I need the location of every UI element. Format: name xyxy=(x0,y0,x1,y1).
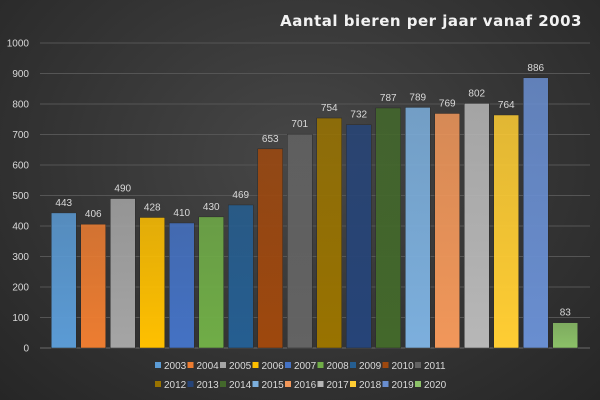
bar-2016 xyxy=(434,113,460,349)
legend-label: 2006 xyxy=(262,361,285,372)
legend-swatch-2011 xyxy=(415,362,421,368)
legend-label: 2019 xyxy=(392,380,415,391)
bar-2012 xyxy=(316,117,342,349)
legend-swatch-2015 xyxy=(252,381,259,387)
chart-title: Aantal bieren per jaar vanaf 2003 xyxy=(280,12,582,30)
legend-swatch-2019 xyxy=(382,381,389,387)
y-tick-label: 600 xyxy=(12,161,29,172)
legend: 2003 2004 2005 2006 2007 2008 2009 2010 2011 2012… xyxy=(155,361,447,391)
data-label: 701 xyxy=(291,119,308,130)
legend-label: 2012 xyxy=(164,380,187,391)
data-label: 653 xyxy=(262,134,279,145)
data-label: 410 xyxy=(173,208,190,219)
y-tick-label: 1000 xyxy=(7,39,30,50)
legend-swatch-2004 xyxy=(187,362,194,368)
bar-2010 xyxy=(257,148,283,349)
bar-2003 xyxy=(51,212,77,349)
legend-label: 2020 xyxy=(424,380,447,391)
bar-2006 xyxy=(139,217,165,349)
bar-2007 xyxy=(169,222,195,349)
data-label: 443 xyxy=(55,198,72,209)
legend-swatch-2006 xyxy=(252,362,259,368)
y-axis: 0 100 200 300 400 500 600 700 800 900 1000 xyxy=(7,39,30,355)
data-label: 490 xyxy=(114,184,131,195)
y-tick-label: 300 xyxy=(12,252,29,263)
data-label: 787 xyxy=(380,93,397,104)
data-label: 769 xyxy=(439,98,456,109)
legend-label: 2018 xyxy=(359,380,382,391)
y-tick-label: 700 xyxy=(12,130,29,141)
legend-label: 2003 xyxy=(164,361,187,372)
legend-label: 2010 xyxy=(392,361,415,372)
data-label: 430 xyxy=(203,202,220,213)
data-label: 732 xyxy=(350,110,367,121)
legend-swatch-2008 xyxy=(317,362,324,368)
bar-2008 xyxy=(198,216,224,349)
y-tick-label: 200 xyxy=(12,283,29,294)
legend-swatch-2016 xyxy=(285,381,291,387)
y-tick-label: 500 xyxy=(12,191,29,202)
bar-2020 xyxy=(552,322,578,349)
data-label: 764 xyxy=(498,100,515,111)
legend-label: 2014 xyxy=(229,380,252,391)
legend-label: 2011 xyxy=(424,361,446,372)
bar-2015 xyxy=(405,107,431,349)
y-tick-label: 100 xyxy=(12,313,29,324)
data-label: 428 xyxy=(144,202,161,213)
data-label: 406 xyxy=(85,209,102,220)
bars: 443 406 490 428 410 430 469 653 701 754 732 787 789 7… xyxy=(51,63,578,349)
legend-label: 2017 xyxy=(327,380,350,391)
legend-swatch-2014 xyxy=(220,381,226,387)
legend-label: 2016 xyxy=(294,380,317,391)
legend-label: 2007 xyxy=(294,361,317,372)
y-tick-label: 400 xyxy=(12,222,29,233)
legend-swatch-2017 xyxy=(317,381,324,387)
legend-swatch-2010 xyxy=(382,362,389,368)
legend-label: 2013 xyxy=(197,380,220,391)
data-label: 754 xyxy=(321,103,338,114)
bar-2014 xyxy=(375,107,401,349)
legend-label: 2008 xyxy=(327,361,350,372)
legend-swatch-2012 xyxy=(155,381,161,387)
y-tick-label: 800 xyxy=(12,100,29,111)
bar-2004 xyxy=(80,223,106,349)
data-label: 469 xyxy=(232,190,249,201)
bar-2011 xyxy=(287,133,313,349)
legend-swatch-2003 xyxy=(155,362,161,368)
bar-2018 xyxy=(493,114,519,349)
legend-label: 2009 xyxy=(359,361,382,372)
legend-label: 2004 xyxy=(197,361,220,372)
data-label: 802 xyxy=(468,88,485,99)
bar-2009 xyxy=(228,204,254,349)
bar-2013 xyxy=(346,124,372,349)
legend-swatch-2007 xyxy=(285,362,291,368)
data-label: 83 xyxy=(560,308,572,319)
legend-swatch-2005 xyxy=(220,362,226,368)
legend-label: 2005 xyxy=(229,361,252,372)
bar-2019 xyxy=(523,77,549,349)
legend-swatch-2020 xyxy=(415,381,421,387)
data-label: 886 xyxy=(527,63,544,74)
legend-swatch-2018 xyxy=(350,381,356,387)
bar-2005 xyxy=(110,198,136,349)
data-label: 789 xyxy=(409,92,426,103)
legend-label: 2015 xyxy=(262,380,285,391)
y-tick-label: 900 xyxy=(12,69,29,80)
legend-swatch-2013 xyxy=(187,381,194,387)
legend-swatch-2009 xyxy=(350,362,356,368)
bar-2017 xyxy=(464,103,490,349)
y-tick-label: 0 xyxy=(23,344,29,355)
